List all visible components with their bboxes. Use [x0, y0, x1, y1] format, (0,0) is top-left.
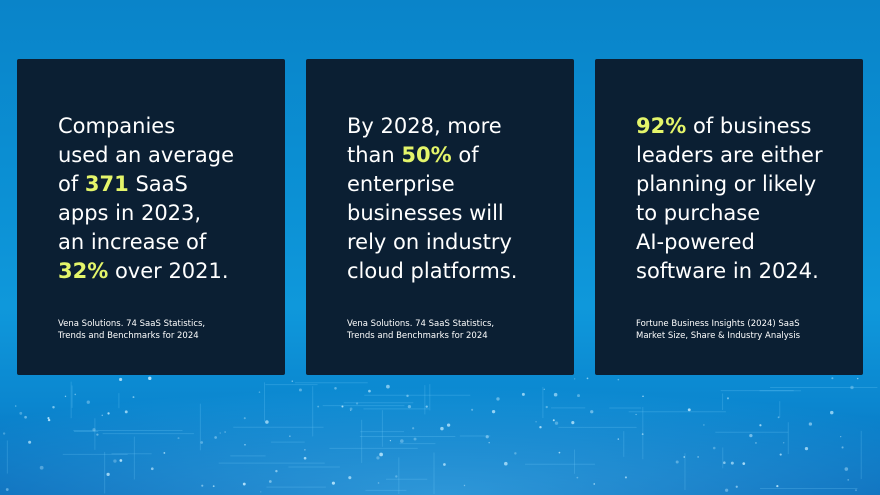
- stat-text: 92% of business leaders are either plannin…: [636, 114, 823, 283]
- highlighted-figure: 50%: [401, 143, 452, 167]
- stat-text: By 2028, more than 50% of enterprise busine…: [347, 114, 518, 283]
- stat-card-saas-apps: Companies used an average of 371 SaaS apps …: [17, 59, 285, 375]
- source-citation: Vena Solutions. 74 SaaS Statistics, Trend…: [347, 319, 495, 341]
- highlighted-figure: 32%: [58, 259, 109, 283]
- highlighted-figure: 371: [84, 172, 129, 196]
- stat-card-industry-cloud: By 2028, more than 50% of enterprise busine…: [306, 59, 574, 375]
- stat-card-ai-software: 92% of business leaders are either plannin…: [595, 59, 863, 375]
- source-citation: Vena Solutions. 74 SaaS Statistics, Trend…: [58, 319, 206, 341]
- source-citation: Fortune Business Insights (2024) SaaS Mar…: [636, 319, 801, 341]
- stat-cards: Companies used an average of 371 SaaS apps …: [17, 59, 863, 375]
- highlighted-figure: 92%: [636, 114, 687, 138]
- stat-text: Companies used an average of 371 SaaS apps …: [58, 114, 234, 283]
